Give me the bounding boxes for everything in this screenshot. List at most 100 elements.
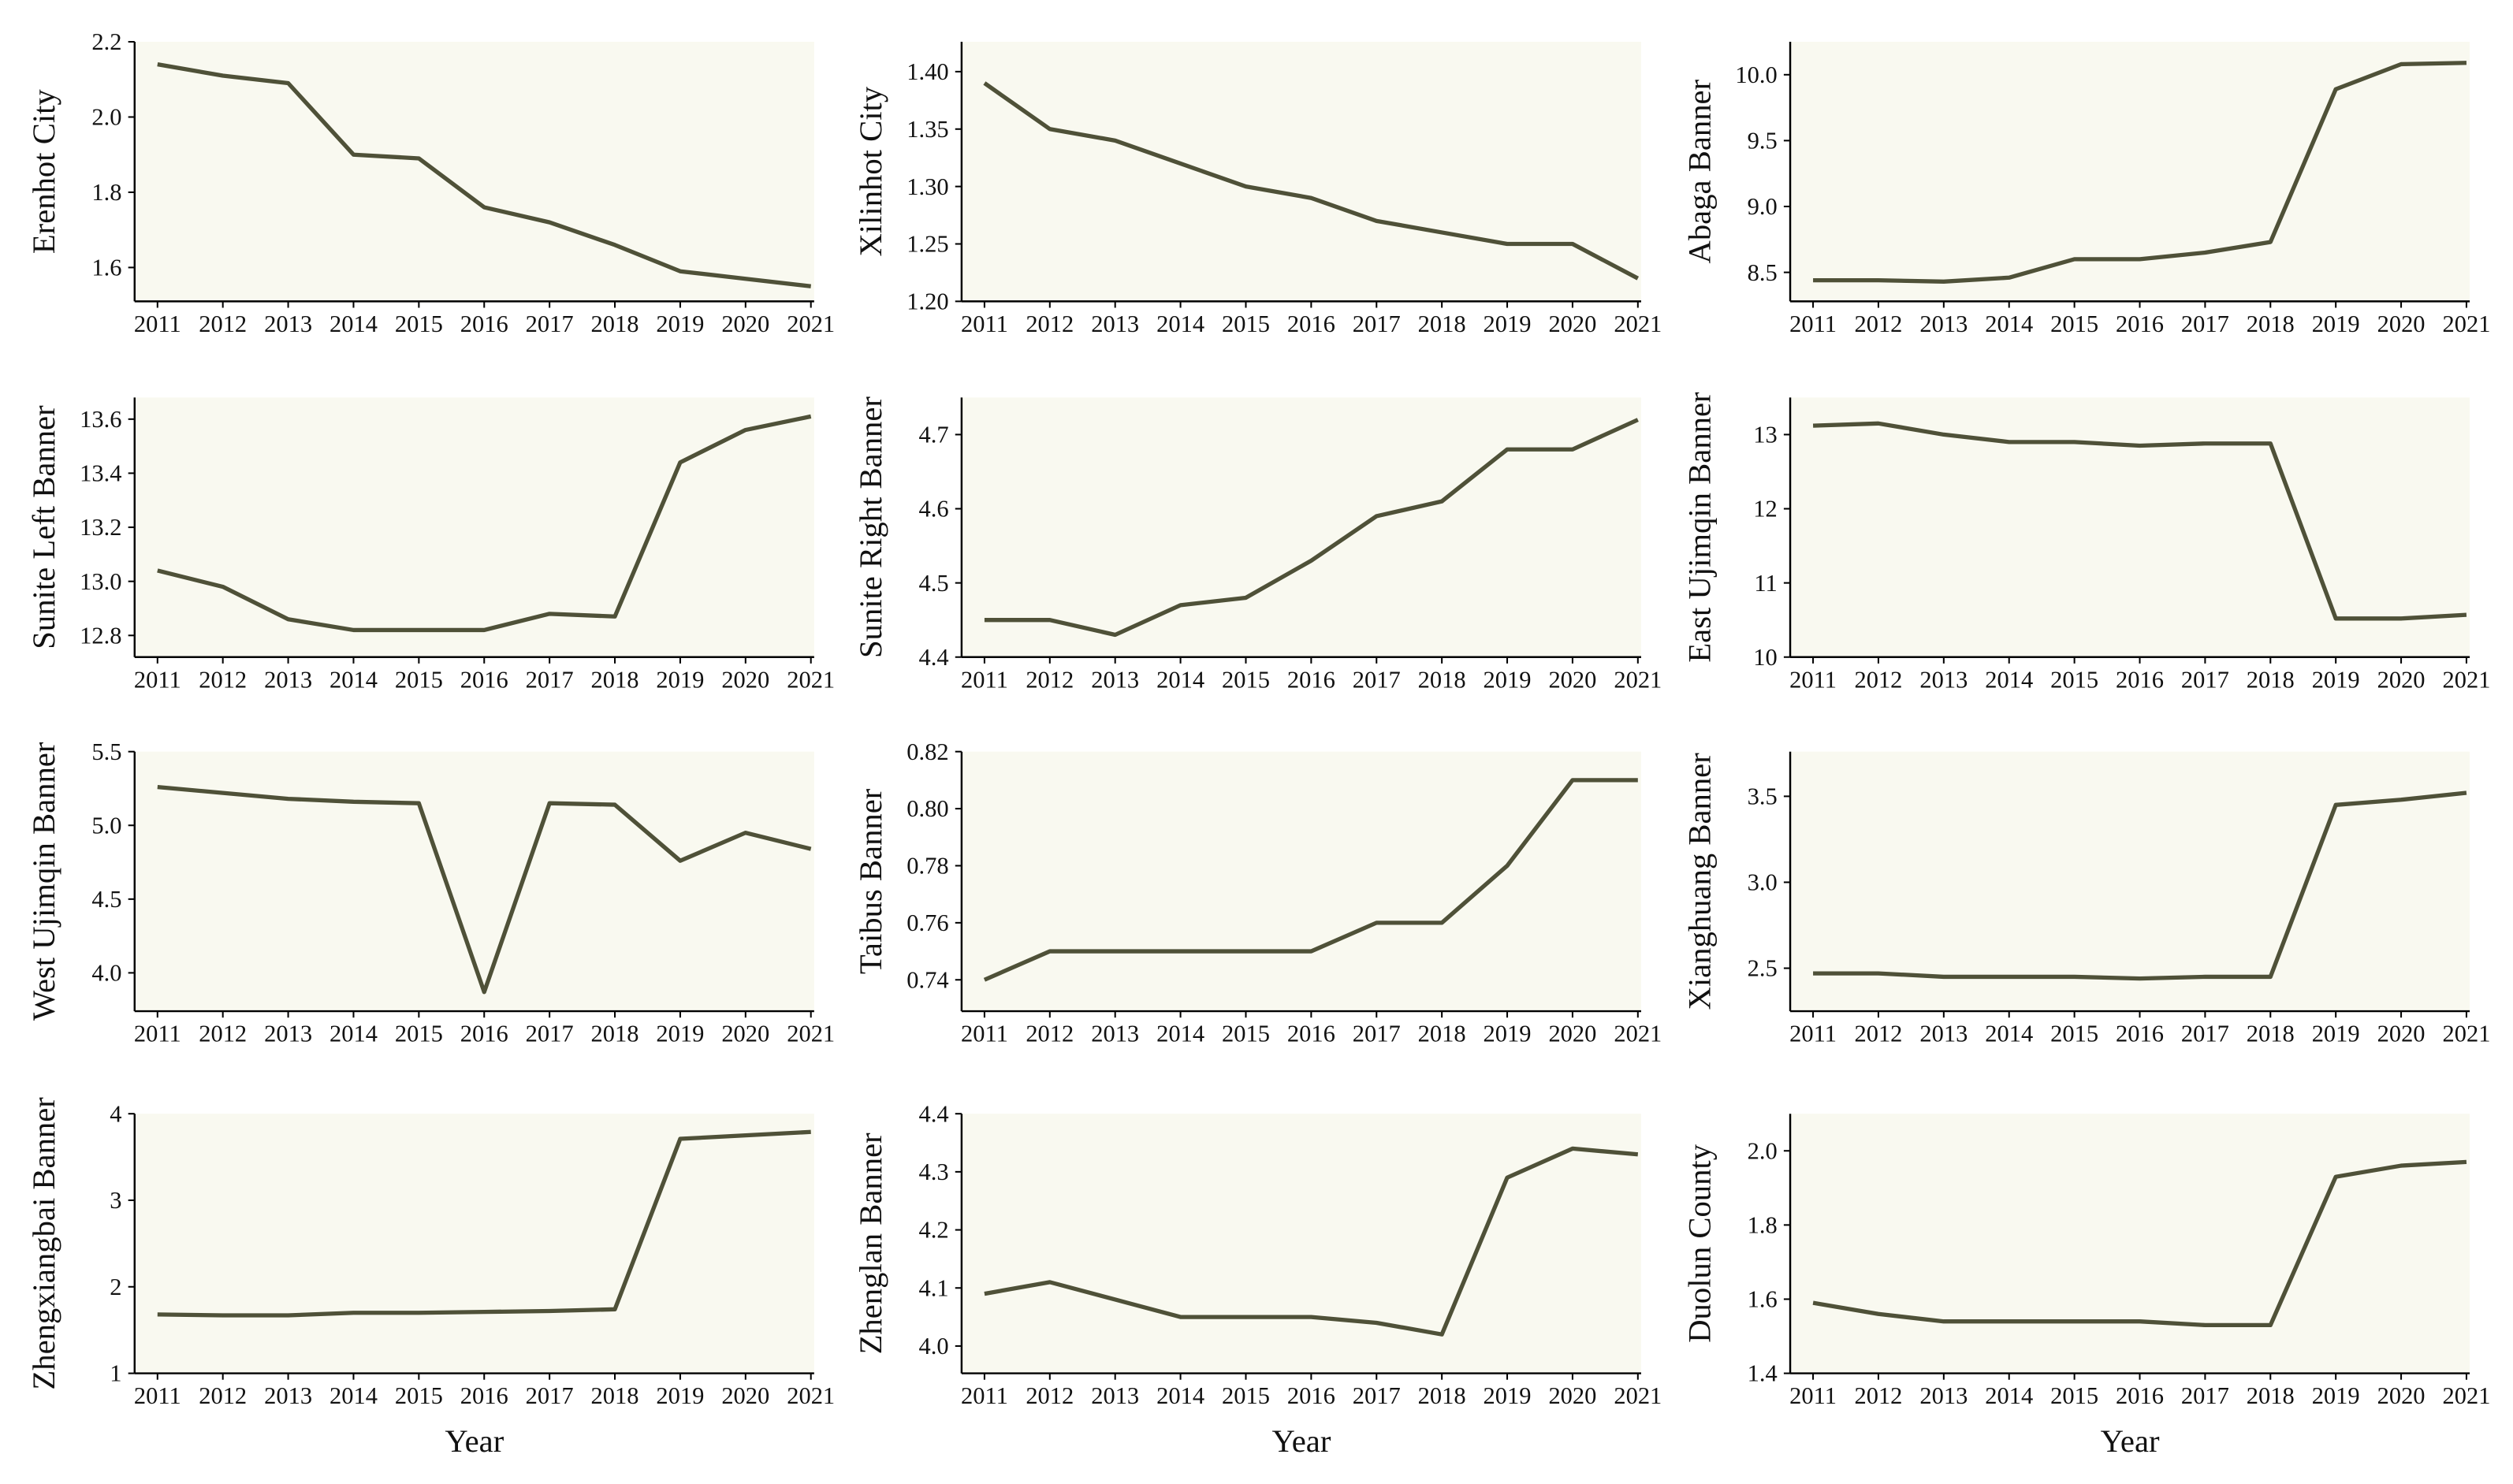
- y-tick-label: 12.8: [80, 622, 121, 649]
- y-tick-label: 9.5: [1748, 128, 1778, 154]
- plot-background: [961, 397, 1641, 657]
- x-tick-label: 2020: [1548, 1382, 1596, 1409]
- x-tick-label: 2011: [134, 1021, 181, 1047]
- x-tick-label: 2015: [1222, 1021, 1270, 1047]
- y-axis-label: East Ujimqin Banner: [1681, 392, 1717, 663]
- y-tick-label: 9.0: [1748, 193, 1778, 220]
- x-tick-label: 2020: [721, 1021, 769, 1047]
- x-axis-label: Year: [1271, 1423, 1331, 1459]
- x-tick-label: 2019: [656, 1021, 704, 1047]
- x-tick-label: 2012: [199, 1021, 247, 1047]
- x-tick-label: 2012: [1026, 1021, 1074, 1047]
- x-tick-label: 2020: [721, 666, 769, 693]
- x-tick-label: 2016: [460, 666, 508, 693]
- x-tick-label: 2013: [1919, 1021, 1968, 1047]
- y-tick-label: 1.6: [1748, 1286, 1778, 1313]
- y-tick-label: 4.0: [919, 1333, 949, 1359]
- x-tick-label: 2014: [1985, 1382, 2033, 1409]
- x-tick-label: 2019: [656, 1382, 704, 1409]
- x-tick-label: 2018: [1418, 311, 1466, 337]
- x-tick-label: 2016: [460, 311, 508, 337]
- x-tick-label: 2021: [2442, 1382, 2490, 1409]
- plot-background: [961, 751, 1641, 1012]
- x-tick-label: 2015: [2050, 311, 2098, 337]
- x-tick-label: 2011: [961, 1021, 1008, 1047]
- x-tick-label: 2017: [2181, 311, 2229, 337]
- x-tick-label: 2013: [1091, 1382, 1139, 1409]
- x-tick-label: 2013: [1919, 666, 1968, 693]
- y-axis-label: Sunite Right Banner: [853, 396, 888, 658]
- x-tick-label: 2014: [329, 666, 378, 693]
- y-tick-label: 0.78: [907, 853, 948, 880]
- x-tick-label: 2016: [1287, 1382, 1335, 1409]
- y-tick-label: 0.80: [907, 795, 948, 822]
- x-tick-label: 2017: [2181, 1021, 2229, 1047]
- x-tick-label: 2013: [1919, 1382, 1968, 1409]
- x-tick-label: 2020: [2377, 311, 2426, 337]
- y-tick-label: 2: [110, 1274, 121, 1300]
- x-tick-label: 2019: [2312, 1382, 2360, 1409]
- x-tick-label: 2016: [460, 1382, 508, 1409]
- x-tick-label: 2013: [264, 1382, 312, 1409]
- y-tick-label: 4.1: [919, 1274, 949, 1301]
- y-tick-label: 4.5: [91, 886, 121, 913]
- x-tick-label: 2012: [199, 666, 247, 693]
- y-tick-label: 0.82: [907, 738, 948, 765]
- y-tick-label: 4: [110, 1100, 121, 1127]
- x-tick-label: 2011: [1789, 666, 1837, 693]
- x-tick-label: 2014: [329, 311, 378, 337]
- x-tick-label: 2012: [1854, 1382, 1902, 1409]
- y-tick-label: 4.6: [919, 496, 949, 523]
- y-tick-label: 4.7: [919, 422, 949, 448]
- x-tick-label: 2014: [1156, 311, 1204, 337]
- x-tick-label: 2014: [1985, 311, 2033, 337]
- data-line: [1812, 421, 2467, 621]
- x-tick-label: 2015: [1222, 311, 1270, 337]
- y-tick-label: 1.25: [907, 231, 948, 258]
- y-tick-label: 0.74: [907, 966, 948, 993]
- y-tick-label: 1.8: [91, 179, 121, 206]
- x-tick-label: 2017: [526, 1382, 574, 1409]
- x-tick-label: 2013: [264, 666, 312, 693]
- x-tick-label: 2019: [1484, 666, 1532, 693]
- y-tick-label: 4.4: [919, 644, 949, 671]
- y-tick-label: 2.0: [1748, 1137, 1778, 1164]
- x-tick-label: 2020: [2377, 1382, 2426, 1409]
- x-tick-label: 2012: [199, 1382, 247, 1409]
- x-tick-label: 2018: [2247, 311, 2295, 337]
- x-tick-label: 2021: [2442, 311, 2490, 337]
- x-tick-label: 2011: [134, 1382, 181, 1409]
- plot-background: [961, 42, 1641, 302]
- x-tick-label: 2016: [1287, 666, 1335, 693]
- x-tick-label: 2018: [2247, 1021, 2295, 1047]
- y-tick-label: 1.30: [907, 173, 948, 200]
- plot-background: [134, 397, 814, 657]
- x-tick-label: 2013: [1919, 311, 1968, 337]
- y-tick-label: 10.0: [1735, 61, 1777, 88]
- x-tick-label: 2014: [1156, 666, 1204, 693]
- x-tick-label: 2021: [1614, 1382, 1662, 1409]
- x-tick-label: 2021: [1614, 666, 1662, 693]
- x-tick-label: 2014: [329, 1382, 378, 1409]
- x-tick-label: 2016: [2116, 666, 2164, 693]
- data-line: [983, 81, 1640, 281]
- x-tick-label: 2014: [1156, 1382, 1204, 1409]
- x-tick-label: 2015: [2050, 1021, 2098, 1047]
- x-tick-label: 2013: [1091, 1021, 1139, 1047]
- x-tick-label: 2018: [591, 666, 639, 693]
- x-tick-label: 2015: [1222, 1382, 1270, 1409]
- y-tick-label: 13.6: [80, 406, 121, 433]
- x-tick-label: 2011: [1789, 1382, 1837, 1409]
- x-tick-label: 2015: [395, 1021, 443, 1047]
- plot-background: [1790, 397, 2470, 657]
- y-axis-label: Sunite Left Banner: [26, 405, 61, 649]
- y-tick-label: 4.5: [919, 570, 949, 597]
- data-line: [157, 1129, 811, 1318]
- y-tick-label: 4.0: [91, 960, 121, 987]
- x-tick-label: 2021: [1614, 311, 1662, 337]
- x-tick-label: 2017: [1353, 1382, 1401, 1409]
- data-line: [1812, 1159, 2467, 1328]
- x-tick-label: 2021: [787, 311, 835, 337]
- x-tick-label: 2018: [2247, 1382, 2295, 1409]
- x-tick-label: 2012: [1026, 311, 1074, 337]
